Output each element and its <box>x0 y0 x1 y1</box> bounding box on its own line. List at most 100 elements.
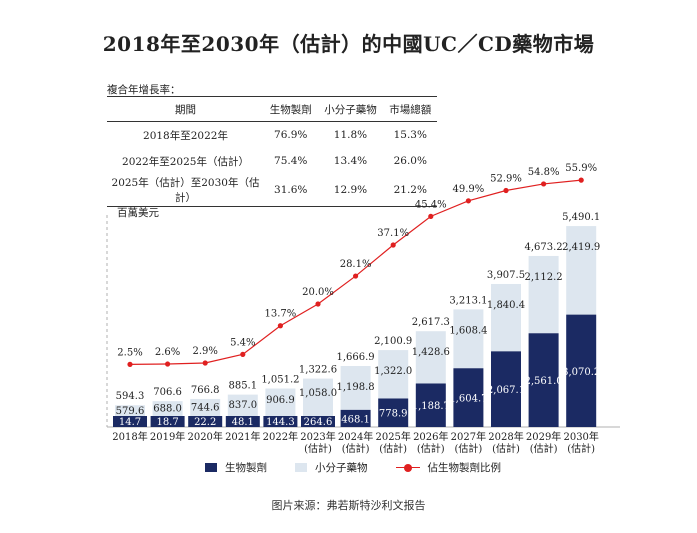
ratio-value-label: 55.9% <box>565 163 597 174</box>
cagr-header-row: 期間 生物製劑 小分子藥物 市場總額 <box>107 96 437 122</box>
cagr-period: 2025年（估計）至2030年（估計） <box>107 174 264 207</box>
x-tick-label: 2020年 <box>187 430 222 443</box>
legend-item-ratio: 佔生物製劑比例 <box>395 460 502 475</box>
biologics-value-label: 14.7 <box>119 417 141 428</box>
bar-small-molecule <box>303 378 333 418</box>
bar-biologics <box>453 368 484 427</box>
x-tick-label: 2023年 <box>300 430 335 443</box>
legend-swatch-small-molecule <box>295 463 307 472</box>
biologics-label-box <box>188 416 223 427</box>
x-tick-label: (估計) <box>379 442 407 455</box>
small-molecule-value-label: 906.9 <box>266 395 295 406</box>
biologics-value-label: 144.3 <box>266 417 295 428</box>
biologics-value-label: 48.1 <box>232 417 254 428</box>
x-tick-label: 2030年 <box>563 430 598 443</box>
cagr-total: 26.0% <box>393 155 427 167</box>
biologics-value-label: 778.9 <box>379 409 408 420</box>
legend: 生物製劑 小分子藥物 佔生物製劑比例 <box>205 460 501 475</box>
cagr-header-biologics: 生物製劑 <box>264 96 318 122</box>
total-value-label: 594.3 <box>116 391 145 402</box>
biologics-value-label: 1,604.7 <box>449 394 487 405</box>
x-tick-label: 2027年 <box>451 430 486 443</box>
small-molecule-value-label: 2,419.9 <box>562 242 600 253</box>
x-tick-label: 2022年 <box>263 430 298 443</box>
x-tick-label: 2024年 <box>338 430 373 443</box>
ratio-point <box>127 361 133 367</box>
total-value-label: 766.8 <box>191 385 220 396</box>
ratio-point <box>578 177 584 183</box>
bar-small-molecule <box>340 365 371 410</box>
bar-small-molecule <box>453 309 484 369</box>
x-tick-label: (估計) <box>567 442 595 455</box>
legend-item-small-molecule: 小分子藥物 <box>295 460 368 475</box>
ratio-point <box>428 213 434 219</box>
small-molecule-value-label: 1,428.6 <box>412 347 450 358</box>
cagr-table: 期間 生物製劑 小分子藥物 市場總額 2018年至2022年 76.9% 11.… <box>107 96 437 207</box>
ratio-value-label: 13.7% <box>265 309 297 320</box>
cagr-small-molecule: 13.4% <box>333 155 368 167</box>
small-molecule-value-label: 1,198.8 <box>337 382 375 393</box>
ratio-value-label: 28.1% <box>340 259 372 270</box>
biologics-value-label: 3,070.2 <box>562 367 600 378</box>
biologics-value-label: 468.1 <box>341 414 370 425</box>
x-tick-label: 2028年 <box>488 430 523 443</box>
cagr-total: 15.3% <box>393 129 427 141</box>
total-value-label: 3,213.1 <box>449 295 487 306</box>
bar-biologics <box>378 398 409 427</box>
cagr-small-molecule: 11.8% <box>333 129 368 141</box>
cagr-row: 2025年（估計）至2030年（估計） 31.6% 12.9% 21.2% <box>107 174 437 207</box>
ratio-point <box>165 361 171 367</box>
x-tick-label: (估計) <box>304 442 332 455</box>
legend-label-ratio: 佔生物製劑比例 <box>427 462 502 474</box>
ratio-point <box>503 187 509 194</box>
chart-title: 2018年至2030年（估計）的中國UC／CD藥物市場 <box>102 32 595 56</box>
ratio-value-label: 49.9% <box>453 184 485 195</box>
small-molecule-value-label: 579.6 <box>116 406 145 417</box>
x-tick-label: (估計) <box>417 442 445 455</box>
total-value-label: 2,617.3 <box>412 317 450 328</box>
biologics-value-label: 2,067.1 <box>487 385 525 396</box>
ratio-value-label: 54.8% <box>528 167 560 178</box>
biologics-label-box <box>263 416 298 427</box>
x-tick-label: 2025年 <box>375 430 410 443</box>
x-tick-label: 2026年 <box>413 430 448 443</box>
small-molecule-value-label: 1,608.4 <box>449 325 487 336</box>
ratio-point <box>541 181 547 187</box>
bar-biologics <box>415 383 446 427</box>
legend-swatch-biologics <box>205 463 217 472</box>
total-value-label: 4,673.2 <box>525 242 563 253</box>
total-value-label: 706.6 <box>153 387 182 398</box>
ratio-point <box>390 242 396 248</box>
bar-small-molecule <box>378 350 409 399</box>
cagr-header-small-molecule: 小分子藥物 <box>317 96 384 122</box>
ratio-point <box>315 301 321 307</box>
small-molecule-value-label: 1,322.0 <box>374 366 412 377</box>
bar-biologics <box>566 314 597 427</box>
x-tick-label: 2018年 <box>112 430 147 443</box>
x-tick-label: 2021年 <box>225 430 260 443</box>
ratio-value-label: 2.9% <box>192 346 217 357</box>
biologics-value-label: 1,188.7 <box>412 401 450 412</box>
small-molecule-value-label: 1,840.4 <box>487 300 525 311</box>
biologics-value-label: 18.7 <box>156 417 178 428</box>
small-molecule-value-label: 2,112.2 <box>525 272 563 283</box>
unit-label: 百萬美元 <box>117 207 159 219</box>
total-value-label: 885.1 <box>228 381 257 392</box>
x-tick-label: (估計) <box>530 442 558 455</box>
legend-label-biologics: 生物製劑 <box>225 462 267 474</box>
cagr-period: 2022年至2025年（估計） <box>122 155 249 168</box>
ratio-value-label: 52.9% <box>490 173 522 184</box>
ratio-point <box>277 323 283 329</box>
ratio-point <box>465 198 471 204</box>
legend-item-biologics: 生物製劑 <box>205 460 267 475</box>
biologics-label-box <box>225 416 260 427</box>
total-value-label: 5,490.1 <box>562 212 600 223</box>
cagr-biologics: 31.6% <box>264 174 318 207</box>
cagr-total: 21.2% <box>383 174 437 207</box>
cagr-biologics: 76.9% <box>274 129 308 141</box>
cagr-header-total: 市場總額 <box>383 96 437 122</box>
bar-biologics <box>491 351 521 427</box>
cagr-row: 2018年至2022年 76.9% 11.8% 15.3% <box>107 122 437 149</box>
source-note: 图片来源：弗若斯特沙利文报告 <box>271 499 426 512</box>
